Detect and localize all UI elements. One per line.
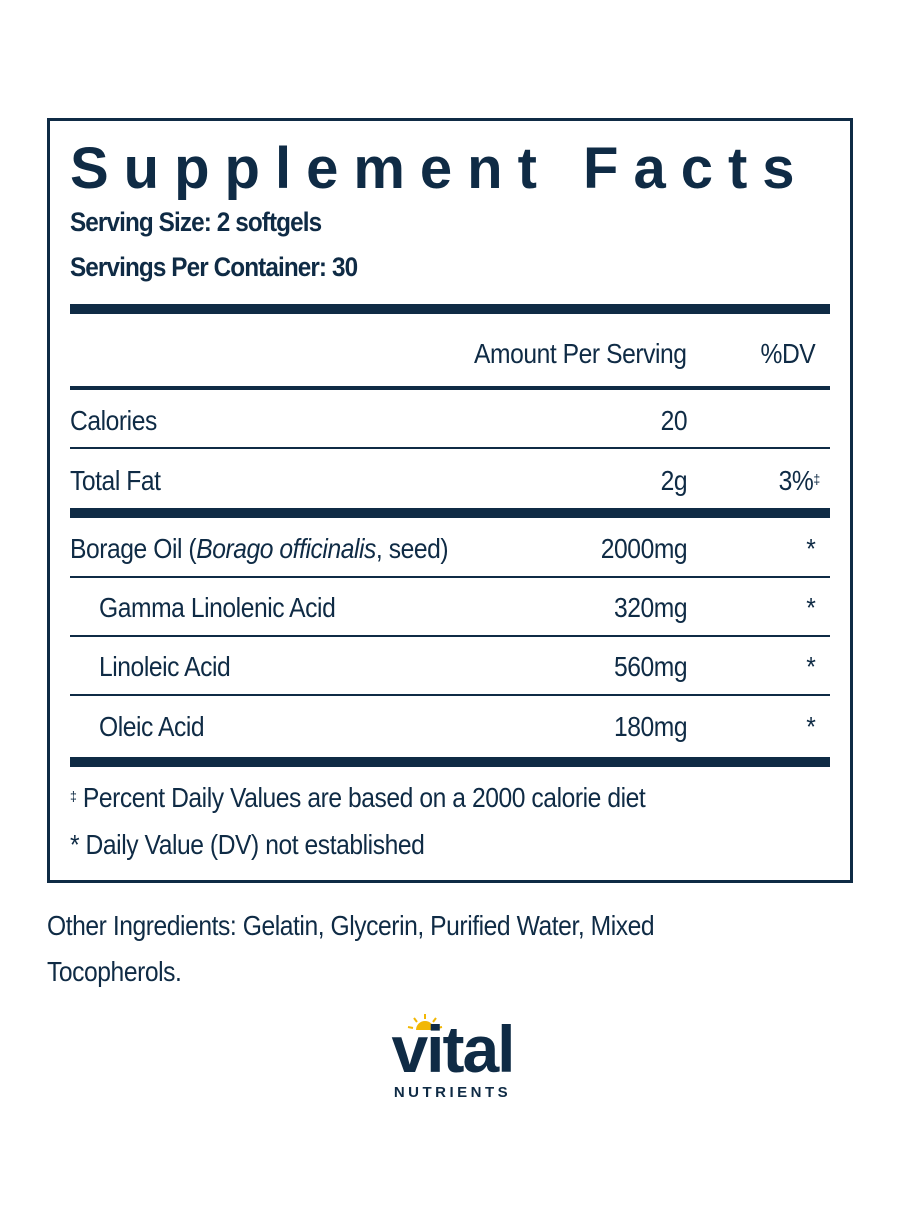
row-gla-name: Gamma Linolenic Acid	[99, 592, 336, 623]
row-calories-name: Calories	[70, 405, 157, 436]
row-gla-dv: *	[805, 592, 816, 623]
row-borage-oil-name: Borage Oil (Borago officinalis, seed)	[70, 533, 449, 564]
row-total-fat-name: Total Fat	[70, 465, 161, 496]
serving-size: Serving Size: 2 softgels	[70, 207, 322, 237]
row-total-fat-amount: 2g	[660, 465, 687, 496]
vital-nutrients-logo: vital NUTRIENTS	[370, 1012, 535, 1107]
logo-word: vital	[391, 1012, 515, 1086]
row-linoleic-dv: *	[805, 651, 816, 682]
row-oleic-dv: *	[805, 711, 816, 742]
row-borage-oil-amount: 2000mg	[600, 533, 688, 564]
row-linoleic-amount: 560mg	[613, 651, 688, 682]
divider-thick	[70, 757, 830, 767]
header-amount: Amount Per Serving	[474, 338, 687, 369]
panel-title: Supplement Facts	[70, 136, 810, 201]
other-ingredients-line2: Tocopherols.	[47, 956, 182, 987]
row-gla-amount: 320mg	[613, 592, 688, 623]
row-linoleic-name: Linoleic Acid	[99, 651, 231, 682]
row-oleic-name: Oleic Acid	[99, 711, 205, 742]
row-total-fat-dv: 3%‡	[778, 465, 821, 496]
divider	[70, 447, 830, 449]
footnote-dv-not-established: * Daily Value (DV) not established	[70, 829, 425, 860]
divider	[70, 694, 830, 696]
divider-thick	[70, 304, 830, 314]
footnote-dv-basis: ‡ Percent Daily Values are based on a 20…	[70, 782, 646, 813]
logo-subtitle: NUTRIENTS	[393, 1084, 512, 1101]
row-calories-amount: 20	[660, 405, 687, 436]
other-ingredients-line1: Other Ingredients: Gelatin, Glycerin, Pu…	[47, 910, 655, 941]
divider	[70, 576, 830, 578]
divider	[70, 635, 830, 637]
sun-icon	[407, 1014, 443, 1030]
divider-thick	[70, 508, 830, 518]
divider	[70, 386, 830, 390]
row-oleic-amount: 180mg	[613, 711, 688, 742]
servings-per-container: Servings Per Container: 30	[70, 252, 358, 282]
row-borage-oil-dv: *	[805, 533, 816, 564]
header-dv: %DV	[760, 338, 815, 369]
supplement-facts-panel	[47, 118, 853, 883]
